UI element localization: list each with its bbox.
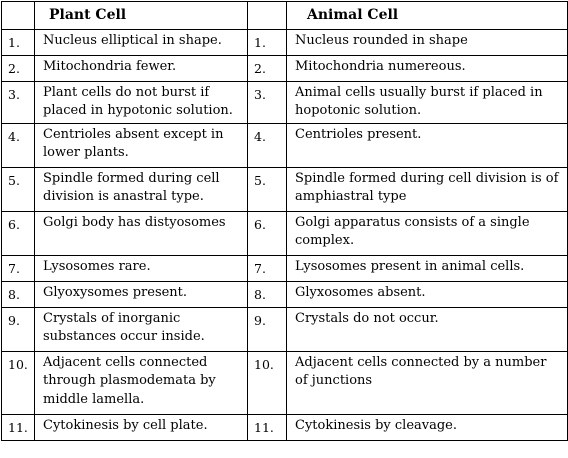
table-row: 4. Centrioles absent except in lower plan… (1, 122, 568, 168)
plant-cell-trait: Crystals of inorganic substances occur i… (34, 306, 248, 352)
plant-cell-trait: Adjacent cells connected through plasmod… (34, 350, 248, 415)
row-number-animal: 2. (247, 54, 287, 82)
row-number-plant: 5. (1, 166, 35, 212)
plant-cell-trait: Plant cells do not burst if placed in hy… (34, 80, 248, 124)
row-number-animal: 11. (247, 413, 287, 441)
plant-cell-trait: Nucleus elliptical in shape. (34, 28, 248, 56)
header-plant-cell: Plant Cell (34, 1, 248, 30)
table-row: 10. Adjacent cells connected through plas… (1, 350, 568, 415)
comparison-table: Plant Cell Animal Cell 1. Nucleus ellipti… (1, 1, 568, 441)
row-number-plant: 6. (1, 210, 35, 256)
plant-cell-trait: Cytokinesis by cell plate. (34, 413, 248, 441)
row-number-plant: 2. (1, 54, 35, 82)
row-number-plant: 1. (1, 28, 35, 56)
plant-cell-trait: Golgi body has distyosomes (34, 210, 248, 256)
animal-cell-trait: Animal cells usually burst if placed in … (286, 80, 568, 124)
animal-cell-trait: Glyxosomes absent. (286, 280, 568, 308)
row-number-plant: 10. (1, 350, 35, 415)
table-row: 8. Glyoxysomes present. 8. Glyxosomes absen… (1, 280, 568, 308)
plant-cell-trait: Mitochondria fewer. (34, 54, 248, 82)
plant-cell-trait: Glyoxysomes present. (34, 280, 248, 308)
row-number-animal: 4. (247, 122, 287, 168)
table-row: 9. Crystals of inorganic substances occur… (1, 306, 568, 352)
row-number-animal: 5. (247, 166, 287, 212)
header-number-animal (247, 1, 287, 30)
row-number-plant: 7. (1, 254, 35, 282)
row-number-animal: 8. (247, 280, 287, 308)
plant-cell-trait: Lysosomes rare. (34, 254, 248, 282)
row-number-animal: 9. (247, 306, 287, 352)
header-row: Plant Cell Animal Cell (1, 1, 568, 30)
table-row: 2. Mitochondria fewer. 2. Mitochondria nume… (1, 54, 568, 82)
animal-cell-trait: Spindle formed during cell division is o… (286, 166, 568, 212)
animal-cell-trait: Crystals do not occur. (286, 306, 568, 352)
animal-cell-trait: Golgi apparatus consists of a single com… (286, 210, 568, 256)
row-number-plant: 9. (1, 306, 35, 352)
row-number-animal: 10. (247, 350, 287, 415)
table-body: 1. Nucleus elliptical in shape. 1. Nucleus … (1, 28, 568, 441)
row-number-animal: 3. (247, 80, 287, 124)
row-number-plant: 3. (1, 80, 35, 124)
table-row: 11. Cytokinesis by cell plate. 11. Cytokine… (1, 413, 568, 441)
table-row: 3. Plant cells do not burst if placed in … (1, 80, 568, 124)
row-number-animal: 7. (247, 254, 287, 282)
row-number-plant: 4. (1, 122, 35, 168)
row-number-animal: 6. (247, 210, 287, 256)
row-number-plant: 8. (1, 280, 35, 308)
animal-cell-trait: Mitochondria numereous. (286, 54, 568, 82)
animal-cell-trait: Adjacent cells connected by a number of … (286, 350, 568, 415)
table-row: 5. Spindle formed during cell division is… (1, 166, 568, 212)
plant-cell-trait: Centrioles absent except in lower plants… (34, 122, 248, 168)
animal-cell-trait: Cytokinesis by cleavage. (286, 413, 568, 441)
header-animal-cell: Animal Cell (286, 1, 568, 30)
table-row: 6. Golgi body has distyosomes 6. Golgi appa… (1, 210, 568, 256)
animal-cell-trait: Lysosomes present in animal cells. (286, 254, 568, 282)
animal-cell-trait: Nucleus rounded in shape (286, 28, 568, 56)
animal-cell-trait: Centrioles present. (286, 122, 568, 168)
row-number-plant: 11. (1, 413, 35, 441)
row-number-animal: 1. (247, 28, 287, 56)
table-row: 7. Lysosomes rare. 7. Lysosomes present in … (1, 254, 568, 282)
table-row: 1. Nucleus elliptical in shape. 1. Nucleus … (1, 28, 568, 56)
header-number-plant (1, 1, 35, 30)
plant-cell-trait: Spindle formed during cell division is a… (34, 166, 248, 212)
